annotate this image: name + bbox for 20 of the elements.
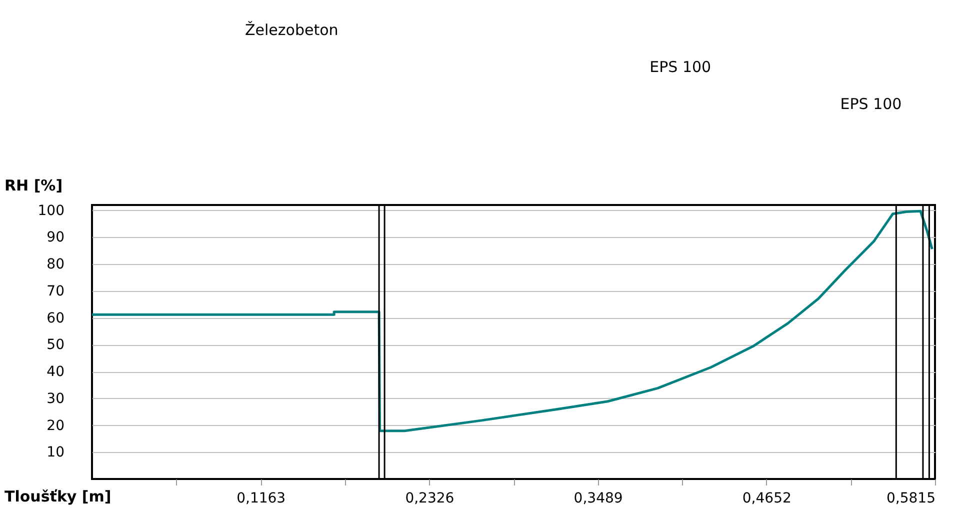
y-tick-label: 30 xyxy=(46,390,64,407)
y-tick-label: 50 xyxy=(46,337,64,354)
x-tick-label: 0,5815 xyxy=(886,490,936,506)
y-tick-label: 40 xyxy=(46,364,64,380)
x-tick-label: 0,4652 xyxy=(742,490,792,506)
y-tick-label: 60 xyxy=(46,310,64,326)
y-tick-label: 100 xyxy=(38,202,64,219)
text: EPS 100 xyxy=(840,95,902,113)
x-tick-label: 0,3489 xyxy=(574,490,623,506)
y-axis-title: RH [%] xyxy=(4,176,63,194)
x-tick-label: 0,1163 xyxy=(236,490,286,506)
y-tick-label: 20 xyxy=(46,418,64,434)
text: EPS 100 xyxy=(650,58,712,76)
y-tick-label: 90 xyxy=(46,230,64,246)
y-tick-label: 70 xyxy=(46,283,64,300)
y-tick-label: 80 xyxy=(46,256,64,273)
x-tick-label: 0,2326 xyxy=(405,490,454,506)
y-tick-label: 10 xyxy=(46,444,64,461)
x-axis-title: Tloušťky [m] xyxy=(4,488,112,506)
text: Železobeton xyxy=(244,21,338,39)
